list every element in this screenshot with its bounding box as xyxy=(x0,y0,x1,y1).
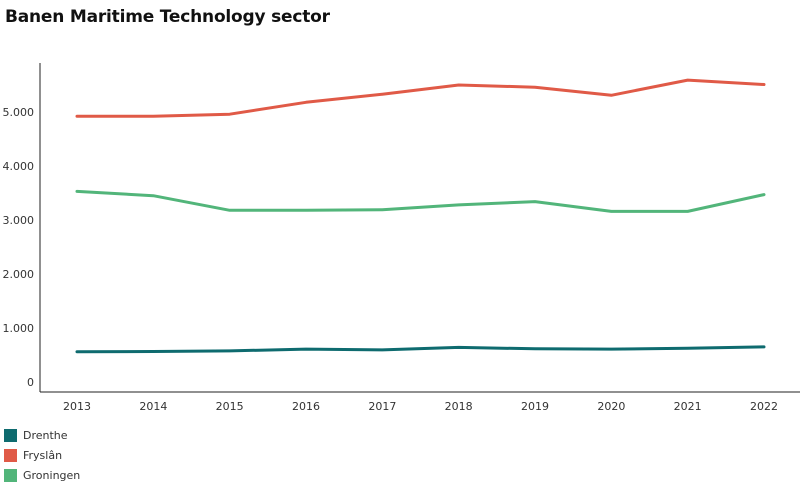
y-tick-label: 3.000 xyxy=(3,214,35,227)
x-tick-label: 2015 xyxy=(216,400,244,413)
y-tick-label: 1.000 xyxy=(3,322,35,335)
legend-swatch xyxy=(4,448,17,462)
legend-label: Fryslân xyxy=(23,448,63,462)
x-tick-label: 2016 xyxy=(292,400,320,413)
legend: Drenthe Fryslân Groningen xyxy=(4,425,80,485)
x-tick-label: 2017 xyxy=(368,400,396,413)
y-tick-label: 2.000 xyxy=(3,268,35,281)
legend-swatch xyxy=(4,428,17,442)
y-axis-ticks: 0 1.000 2.000 3.000 4.000 5.000 xyxy=(3,106,35,389)
y-tick-label: 0 xyxy=(27,376,34,389)
series-line-frysl-n xyxy=(75,78,766,118)
chart-title: Banen Maritime Technology sector xyxy=(5,7,330,27)
x-axis-ticks: 2013 2014 2015 2016 2017 2018 2019 2020 2021 2022 xyxy=(63,400,778,413)
series-line-groningen xyxy=(75,189,766,213)
x-tick-label: 2019 xyxy=(521,400,549,413)
legend-label: Drenthe xyxy=(23,428,68,442)
legend-item: Fryslân xyxy=(4,445,80,465)
x-tick-label: 2022 xyxy=(750,400,778,413)
series-line-drenthe xyxy=(75,345,766,354)
y-tick-label: 4.000 xyxy=(3,160,35,173)
legend-label: Groningen xyxy=(23,468,81,482)
y-tick-label: 5.000 xyxy=(3,106,35,119)
legend-item: Groningen xyxy=(4,465,80,485)
x-tick-label: 2020 xyxy=(597,400,625,413)
x-tick-label: 2018 xyxy=(445,400,473,413)
x-tick-label: 2013 xyxy=(63,400,91,413)
x-tick-label: 2014 xyxy=(139,400,167,413)
x-tick-label: 2021 xyxy=(674,400,702,413)
legend-swatch xyxy=(4,468,17,482)
legend-item: Drenthe xyxy=(4,425,80,445)
series-lines xyxy=(75,78,766,354)
